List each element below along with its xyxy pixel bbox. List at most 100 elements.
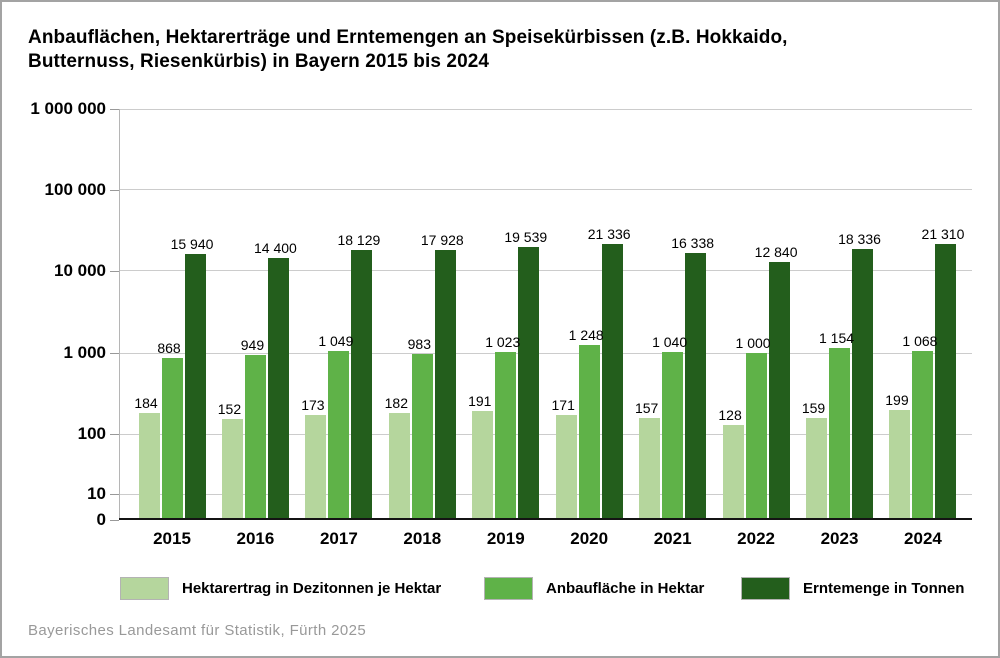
legend-label: Hektarertrag in Dezitonnen je Hektar [182,580,442,597]
bar-hektarertrag [388,412,410,520]
y-axis-tick [110,109,119,110]
bar-value-label: 184 [134,394,158,411]
bar-hektarertrag [889,409,911,520]
bar-value-label: 21 310 [921,225,965,242]
bar-value-label: 18 336 [838,231,881,248]
gridline [119,108,972,110]
chart-title-line1: Anbauflächen, Hektarerträge und Erntemen… [28,27,788,48]
x-axis-label: 2019 [486,529,525,548]
bar-value-label: 152 [217,401,242,418]
legend-item: Erntemenge in Tonnen [741,577,964,600]
legend-swatch-erntemenge [741,577,790,600]
y-axis-label: 0 [96,510,106,529]
bar-value-label: 1 040 [652,333,688,350]
bar-value-label: 157 [634,400,659,417]
bar-hektarertrag [472,411,494,520]
y-axis-tick [110,189,119,191]
bar-anbauflaeche [912,350,934,520]
bar-erntemenge [434,249,456,520]
bar-hektarertrag [722,425,744,520]
bar-hektarertrag [305,414,327,520]
bar-anbauflaeche [411,353,433,520]
bar-erntemenge [351,249,373,520]
bar-value-label: 18 129 [337,231,381,248]
bar-value-label: 159 [801,399,826,416]
bar-value-label: 1 049 [318,333,354,350]
legend-swatch-hektarertrag [120,577,169,600]
legend-label: Anbaufläche in Hektar [546,580,705,597]
bar-hektarertrag [639,418,661,520]
x-axis-label: 2015 [153,529,191,548]
bar-value-label: 16 338 [671,235,715,252]
plot-area: 184 868 15 940 152 949 14 400 173 1 049 18 129 18… [119,108,972,520]
bar-hektarertrag [138,412,160,520]
bar-anbauflaeche [161,357,183,520]
x-axis-label: 2021 [653,529,692,548]
y-axis-label: 10 [87,484,106,503]
bar-erntemenge [768,261,790,520]
y-axis-tick [110,434,119,435]
y-axis-label: 1 000 000 [30,99,106,118]
bar-anbauflaeche [244,354,266,520]
bar-value-label: 1 248 [568,327,604,344]
bar-value-label: 21 336 [587,225,631,242]
legend-item: Anbaufläche in Hektar [484,577,704,600]
bar-erntemenge [852,249,874,520]
bar-value-label: 182 [384,394,408,411]
bar-hektarertrag [555,415,577,520]
bar-erntemenge [184,254,206,520]
source-attribution: Bayerisches Landesamt für Statistik, Für… [28,622,367,639]
x-axis-baseline [119,518,972,520]
y-axis-tick [110,353,119,354]
y-axis-label: 100 000 [44,179,106,199]
bar-value-label: 1 000 [735,335,771,351]
bar-value-label: 1 154 [818,329,855,346]
bar-anbauflaeche [578,345,600,520]
legend-swatch-anbauflaeche [484,577,533,600]
bar-anbauflaeche [745,353,767,520]
legend-item: Hektarertrag in Dezitonnen je Hektar [120,577,441,600]
bar-value-label: 1 068 [902,332,938,349]
gridline [119,493,972,495]
legend-label: Erntemenge in Tonnen [803,580,965,597]
bar-value-label: 949 [240,336,265,353]
x-axis-label: 2016 [236,529,275,548]
bar-value-label: 191 [468,393,492,410]
bar-value-label: 1 023 [485,334,521,351]
bar-anbauflaeche [662,351,684,520]
x-axis-label: 2023 [820,529,859,548]
bar-value-label: 15 940 [170,236,214,253]
bar-value-label: 868 [157,339,181,356]
bar-anbauflaeche [495,352,517,520]
x-axis-label: 2018 [403,529,442,548]
bar-erntemenge [518,246,540,520]
y-axis-label: 1 000 [63,343,106,362]
y-axis-tick [110,520,119,521]
y-axis-tick [110,270,119,272]
bar-erntemenge [267,257,289,520]
bar-hektarertrag [221,419,243,520]
bar-value-label: 199 [885,391,909,408]
bar-value-label: 14 400 [254,239,297,256]
gridline [119,352,972,354]
bar-value-label: 173 [301,396,325,413]
bar-anbauflaeche [328,351,350,520]
x-axis-label: 2017 [319,529,358,548]
y-axis-label: 100 [77,424,106,443]
chart-title: Anbauflächen, Hektarerträge und Erntemen… [28,26,968,74]
bar-value-label: 171 [551,397,575,414]
gridline [119,270,972,271]
bar-hektarertrag [806,417,828,520]
bar-erntemenge [935,243,957,520]
bar-value-label: 12 840 [754,243,798,260]
x-axis-label: 2020 [570,529,609,548]
bar-value-label: 128 [718,407,742,424]
bar-value-label: 19 539 [504,228,548,245]
bar-anbauflaeche [829,347,851,520]
chart-title-line2: Butternuss, Riesenkürbis) in Bayern 2015… [28,51,490,72]
y-axis-label: 10 000 [54,260,106,280]
bar-value-label: 983 [407,335,431,352]
y-axis-line [119,109,120,520]
x-axis-label: 2024 [904,529,942,548]
